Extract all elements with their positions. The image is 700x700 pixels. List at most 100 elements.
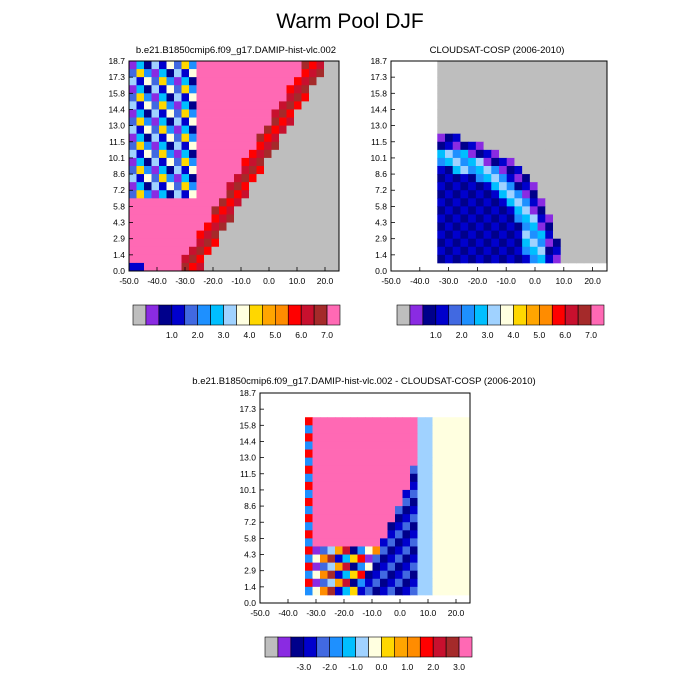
heatmap-cell xyxy=(320,481,328,491)
heatmap-cell xyxy=(226,254,235,264)
heatmap-cell xyxy=(402,538,411,547)
heatmap-cell xyxy=(475,77,484,86)
heatmap-cell xyxy=(301,230,310,240)
heatmap-cell xyxy=(342,433,351,442)
heatmap-cell xyxy=(425,530,433,539)
heatmap-cell xyxy=(576,125,585,135)
heatmap-cell xyxy=(279,166,287,175)
heatmap-cell xyxy=(591,125,600,135)
heatmap-cell xyxy=(219,149,227,159)
heatmap-cell xyxy=(249,238,257,248)
heatmap-cell xyxy=(537,214,546,223)
heatmap-cell xyxy=(211,149,220,159)
heatmap-cell xyxy=(468,125,477,135)
heatmap-cell xyxy=(455,570,463,580)
heatmap-cell xyxy=(331,149,340,159)
heatmap-cell xyxy=(417,562,426,572)
heatmap-cell xyxy=(380,457,388,467)
heatmap-cell xyxy=(380,425,388,434)
heatmap-cell xyxy=(491,77,500,86)
heatmap-cell xyxy=(350,506,358,515)
heatmap-cell xyxy=(576,133,585,143)
heatmap-cell xyxy=(553,230,562,240)
heatmap-cell xyxy=(599,109,608,118)
heatmap-cell xyxy=(455,530,463,539)
heatmap-cell xyxy=(410,433,418,442)
heatmap-cell xyxy=(462,473,471,483)
heatmap-cell xyxy=(568,166,577,175)
heatmap-cell xyxy=(309,125,317,135)
heatmap-cell xyxy=(286,109,295,118)
heatmap-cell xyxy=(279,93,287,102)
heatmap-cell xyxy=(279,262,287,272)
heatmap-cell xyxy=(437,190,446,199)
heatmap-cell xyxy=(241,222,250,232)
heatmap-cell xyxy=(320,530,328,539)
heatmap-cell xyxy=(181,190,190,199)
heatmap-cell xyxy=(545,85,554,94)
heatmap-cell xyxy=(437,61,446,70)
heatmap-cell xyxy=(425,441,433,450)
heatmap-cell xyxy=(327,481,336,491)
heatmap-cell xyxy=(350,586,358,596)
heatmap-cell xyxy=(380,530,388,539)
heatmap-cell xyxy=(271,109,280,118)
heatmap-cell xyxy=(437,69,446,78)
heatmap-cell xyxy=(309,85,317,94)
heatmap-cell xyxy=(226,174,235,183)
panel-title: CLOUDSAT-COSP (2006-2010) xyxy=(430,45,565,56)
heatmap-cell xyxy=(279,117,287,127)
heatmap-cell xyxy=(279,190,287,199)
heatmap-cell xyxy=(256,61,265,70)
heatmap-cell xyxy=(475,254,484,264)
y-tick-label: 10.1 xyxy=(239,485,256,495)
colorbar-swatch xyxy=(184,304,198,326)
heatmap-cell xyxy=(174,206,182,215)
heatmap-cell xyxy=(226,149,235,159)
heatmap-cell xyxy=(402,530,411,539)
heatmap-cell xyxy=(327,498,336,507)
heatmap-cell xyxy=(560,166,569,175)
colorbar-label: 7.0 xyxy=(321,330,333,340)
heatmap-cell xyxy=(553,85,562,94)
heatmap-cell xyxy=(452,230,461,240)
heatmap-cell xyxy=(591,174,600,183)
heatmap-cell xyxy=(372,586,381,596)
y-tick-label: 8.6 xyxy=(244,501,256,511)
heatmap-cell xyxy=(234,198,242,207)
heatmap-cell xyxy=(410,586,418,596)
heatmap-cell xyxy=(591,222,600,232)
heatmap-cell xyxy=(151,141,160,151)
heatmap-cell xyxy=(462,530,471,539)
heatmap-cell xyxy=(560,61,569,70)
heatmap-cell xyxy=(445,198,454,207)
heatmap-cell xyxy=(234,69,242,78)
colorbar-swatch xyxy=(236,304,250,326)
heatmap-cell xyxy=(211,141,220,151)
heatmap-cell xyxy=(425,498,433,507)
heatmap-cell xyxy=(475,117,484,127)
heatmap-cell xyxy=(553,101,562,110)
heatmap-cell xyxy=(129,230,137,240)
heatmap-cell xyxy=(279,133,287,143)
heatmap-cell xyxy=(357,522,366,531)
heatmap-cell xyxy=(522,125,531,135)
heatmap-cell xyxy=(279,69,287,78)
heatmap-cell xyxy=(342,441,351,450)
heatmap-cell xyxy=(380,498,388,507)
heatmap-cell xyxy=(226,198,235,207)
heatmap-cell xyxy=(166,157,175,167)
heatmap-cell xyxy=(445,149,454,159)
heatmap-cell xyxy=(204,174,212,183)
y-tick-label: 17.3 xyxy=(239,404,256,414)
heatmap-cell xyxy=(189,262,197,272)
heatmap-cell xyxy=(294,109,302,118)
heatmap-cell xyxy=(312,433,321,442)
heatmap-cell xyxy=(440,538,448,547)
heatmap-cell xyxy=(410,538,418,547)
heatmap-cell xyxy=(357,530,366,539)
heatmap-cell xyxy=(440,449,448,459)
heatmap-cell xyxy=(327,457,336,467)
heatmap-cell xyxy=(309,190,317,199)
heatmap-cell xyxy=(324,246,332,256)
